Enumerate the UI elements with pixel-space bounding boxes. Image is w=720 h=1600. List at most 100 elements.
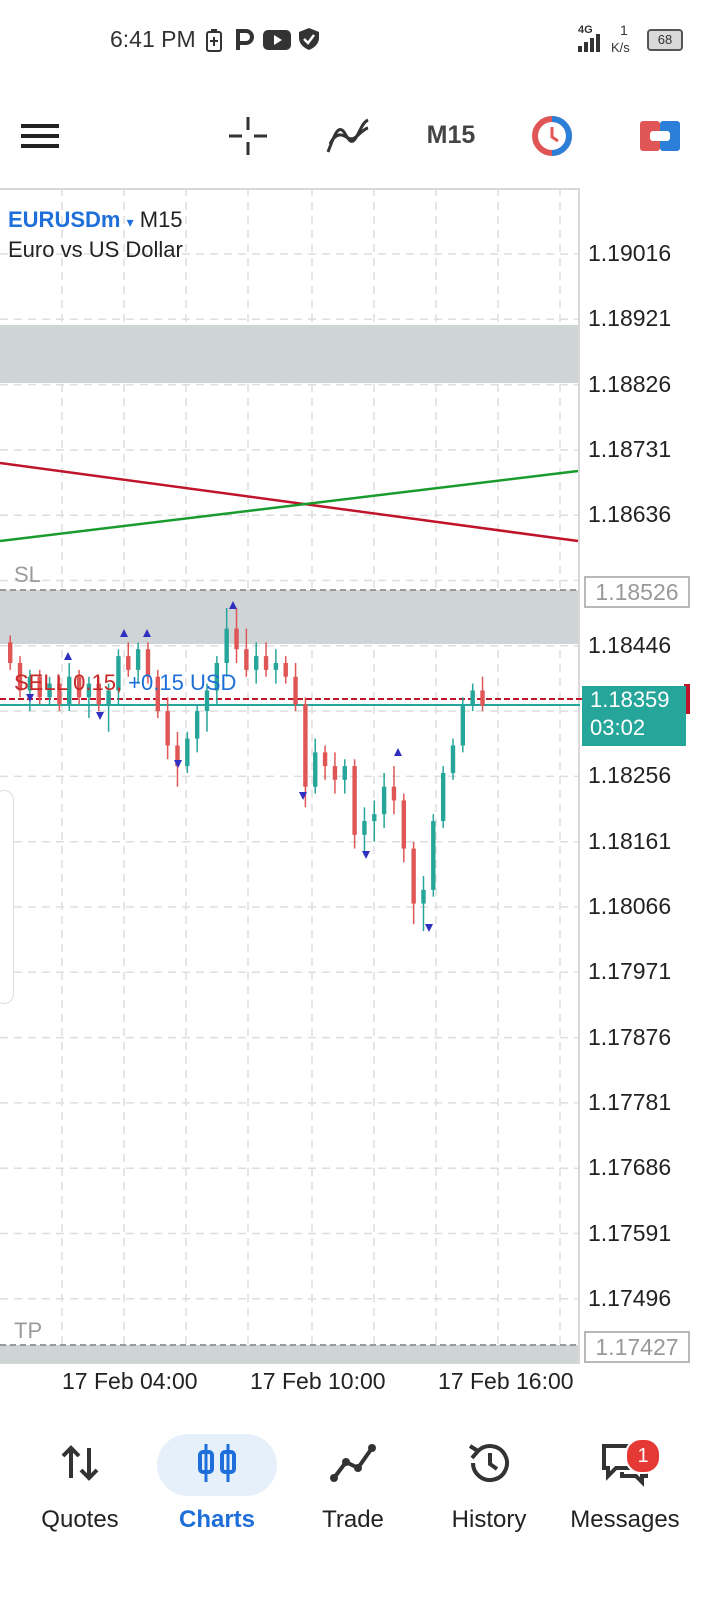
- price-axis-label: 1.18256: [588, 762, 672, 789]
- nav-charts[interactable]: Charts: [147, 1420, 287, 1540]
- price-axis-label: 1.18066: [588, 893, 672, 919]
- candle-body: [234, 628, 239, 650]
- net-speed-value: 1: [620, 22, 628, 38]
- candle-body: [185, 738, 190, 767]
- candle-body: [391, 786, 397, 801]
- candle-body: [76, 676, 82, 698]
- side-panel-handle[interactable]: [0, 790, 14, 1004]
- fractal-up-marker: [394, 748, 402, 756]
- tp-price-tag[interactable]: 1.17427: [584, 1331, 690, 1363]
- price-axis-label: 1.18636: [588, 501, 672, 528]
- trend-line-green: [0, 469, 579, 543]
- candle-body: [175, 745, 180, 767]
- candle-body: [283, 662, 288, 677]
- candle-body: [155, 676, 160, 712]
- candle-body: [322, 752, 328, 767]
- sell-line-marker: [684, 684, 690, 714]
- candle-body: [116, 656, 121, 691]
- one-click-trading-button[interactable]: [522, 88, 582, 183]
- nav-messages[interactable]: Messages: [555, 1420, 695, 1540]
- menu-icon: [21, 123, 59, 148]
- fractal-down-marker: [96, 712, 104, 720]
- price-axis-label: 1.18446: [588, 631, 672, 658]
- battery-level: 68: [657, 32, 673, 47]
- fractal-down-marker: [174, 760, 182, 768]
- nav-quotes[interactable]: Quotes: [10, 1420, 150, 1540]
- trend-line-red: [0, 461, 579, 543]
- chart-symbol-header[interactable]: EURUSDm ▾ M15: [8, 207, 183, 233]
- price-axis-label: 1.17496: [588, 1284, 672, 1311]
- candle-body: [214, 662, 220, 691]
- price-axis-label: 1.17591: [588, 1219, 672, 1246]
- nav-history-label: History: [451, 1506, 527, 1533]
- candle-body: [332, 766, 338, 780]
- price-axis-label: 1.18921: [588, 305, 672, 332]
- candle-body: [381, 786, 387, 815]
- candle-body: [27, 676, 33, 691]
- plot-area: [0, 188, 578, 1418]
- candle-body: [57, 683, 62, 705]
- nav-history[interactable]: History: [419, 1420, 559, 1540]
- candle-body: [362, 821, 367, 835]
- fractal-up-marker: [120, 629, 128, 637]
- crosshair-icon: [229, 116, 267, 155]
- current-price-tag: 1.18359 03:02: [582, 686, 686, 746]
- tp-level-label: TP: [14, 1318, 43, 1343]
- nav-trade[interactable]: Trade: [283, 1420, 423, 1540]
- candle-body: [106, 690, 111, 705]
- messages-badge: 1: [625, 1438, 661, 1474]
- network-type: 4G: [578, 24, 593, 36]
- quotes-icon: [61, 1445, 99, 1481]
- candle-body: [460, 704, 466, 746]
- candle-body: [194, 711, 200, 739]
- sl-zone: [0, 590, 578, 644]
- fractal-up-marker: [64, 652, 72, 660]
- candle-body: [165, 711, 170, 746]
- active-tab-indicator: [157, 1434, 277, 1496]
- shield-icon: [299, 28, 319, 50]
- candle-body: [440, 772, 446, 822]
- candle-body: [224, 628, 229, 663]
- price-axis-label: 1.18161: [588, 827, 672, 854]
- timeframe-label: M15: [426, 121, 476, 149]
- candle-body: [401, 800, 406, 849]
- symbol-name[interactable]: EURUSDm: [8, 207, 121, 232]
- nav-charts-label: Charts: [178, 1506, 256, 1533]
- history-icon: [468, 1444, 509, 1483]
- candle-body: [303, 704, 308, 787]
- trade-icon: [330, 1444, 376, 1482]
- fractal-down-marker: [299, 792, 307, 800]
- candle-body: [17, 662, 23, 691]
- status-time: 6:41 PM: [110, 26, 196, 52]
- timeframe-button[interactable]: M15: [415, 88, 487, 183]
- bottom-navigation: Quotes Charts Trade History Messages: [0, 1420, 720, 1600]
- chart-canvas[interactable]: [0, 188, 720, 1418]
- fractal-up-marker: [229, 601, 237, 609]
- indicators-button[interactable]: [318, 88, 378, 183]
- youtube-icon: [263, 30, 291, 50]
- open-trade-label[interactable]: SELL 0.15, +0.15 USD: [14, 670, 236, 696]
- candle-body: [431, 821, 436, 890]
- time-axis-label: 17 Feb 10:00: [250, 1368, 386, 1394]
- trade-toggle-button[interactable]: [630, 88, 690, 183]
- status-bar: 6:41 PM 4G 1 K/s 68: [0, 0, 720, 80]
- candle-body: [47, 683, 52, 698]
- sl-price-tag[interactable]: 1.18526: [584, 576, 690, 608]
- price-axis-label: 1.18731: [588, 435, 672, 462]
- menu-button[interactable]: [10, 88, 70, 183]
- trade-profit: +0.15 USD: [128, 670, 237, 695]
- time-axis-label: 17 Feb 04:00: [62, 1368, 198, 1394]
- candle-body: [254, 656, 259, 670]
- current-price: 1.18359: [590, 687, 670, 712]
- crosshair-button[interactable]: [218, 88, 278, 183]
- price-axis-label: 1.18826: [588, 370, 672, 397]
- candle-body: [37, 676, 42, 698]
- nav-messages-label: Messages: [570, 1506, 680, 1533]
- p-app-icon: [236, 29, 254, 50]
- price-chart[interactable]: [0, 188, 720, 1418]
- symbol-dropdown-icon[interactable]: ▾: [126, 214, 134, 230]
- tp-zone: [0, 1345, 578, 1363]
- net-speed-unit: K/s: [611, 40, 630, 55]
- charts-icon: [198, 1444, 236, 1482]
- bar-countdown: 03:02: [590, 715, 646, 740]
